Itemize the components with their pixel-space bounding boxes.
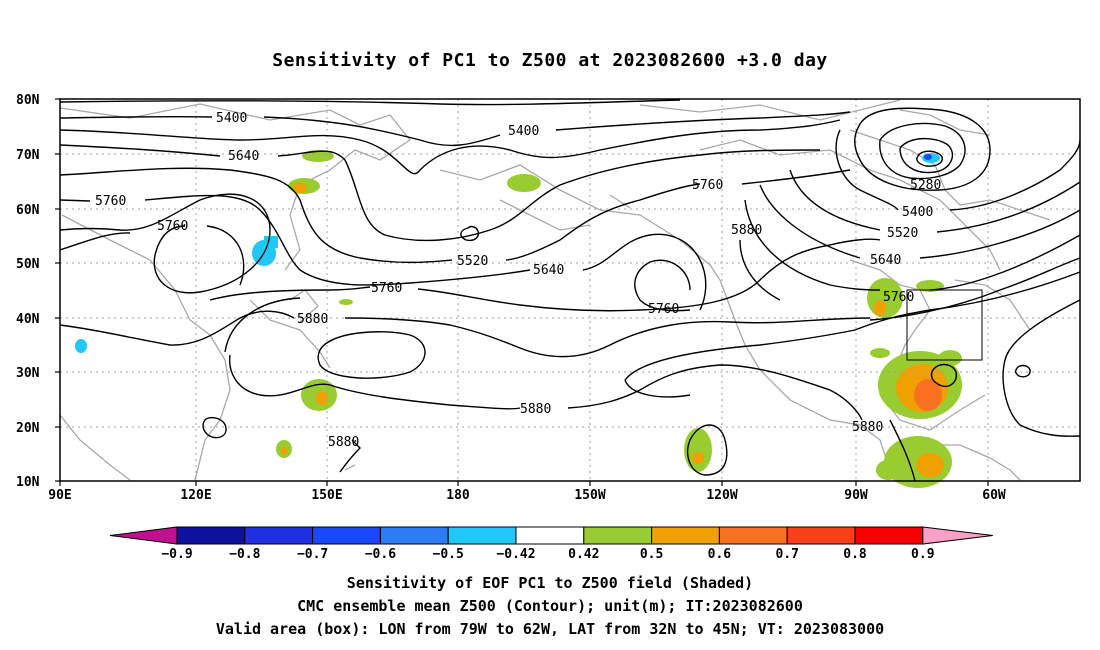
contour-label-5640: 5640 bbox=[870, 253, 901, 268]
lat-label: 20N bbox=[16, 421, 40, 436]
contour-label-5400: 5400 bbox=[508, 124, 539, 139]
valid-area-box bbox=[906, 289, 983, 361]
longitude-labels: 90E 120E 150E 180 150W 120W 90W 60W bbox=[48, 488, 1006, 503]
lat-label: 70N bbox=[16, 148, 40, 163]
colorbar-label: 0.9 bbox=[911, 547, 934, 562]
caption-contour: CMC ensemble mean Z500 (Contour); unit(m… bbox=[297, 597, 803, 615]
lon-label: 150E bbox=[311, 488, 342, 503]
lon-label: 90W bbox=[844, 488, 868, 503]
colorbar-swatch bbox=[854, 526, 924, 545]
contour-label-5880: 5880 bbox=[731, 223, 762, 238]
contour-label-5880: 5880 bbox=[297, 312, 328, 327]
lon-label: 90E bbox=[48, 488, 71, 503]
contour-label-5880: 5880 bbox=[852, 420, 883, 435]
colorbar-low-triangle bbox=[109, 526, 178, 545]
contour-label-5520: 5520 bbox=[457, 254, 488, 269]
contour-label-5760: 5760 bbox=[157, 219, 188, 234]
contour-label-5760: 5760 bbox=[95, 194, 126, 209]
colorbar-label: −0.5 bbox=[433, 547, 464, 562]
colorbar-label: 0.5 bbox=[640, 547, 663, 562]
colorbar-label: −0.6 bbox=[365, 547, 396, 562]
lat-label: 50N bbox=[16, 257, 40, 272]
colorbar-swatch bbox=[651, 526, 720, 545]
grid-lines bbox=[60, 99, 1080, 481]
contour-label-5760: 5760 bbox=[648, 302, 679, 317]
lat-label: 10N bbox=[16, 475, 40, 490]
colorbar-swatch bbox=[718, 526, 788, 545]
colorbar-swatch bbox=[515, 526, 585, 545]
lon-label: 120E bbox=[180, 488, 211, 503]
colorbar-swatch bbox=[447, 526, 517, 545]
lon-label: 150W bbox=[574, 488, 605, 503]
map-frame bbox=[59, 98, 1081, 482]
colorbar-label: 0.7 bbox=[775, 547, 798, 562]
colorbar-label: −0.8 bbox=[229, 547, 260, 562]
lon-label: 120W bbox=[706, 488, 737, 503]
lat-label: 40N bbox=[16, 312, 40, 327]
lon-label: 180 bbox=[446, 488, 470, 503]
colorbar-label: 0.8 bbox=[843, 547, 867, 562]
lat-label: 80N bbox=[16, 93, 40, 108]
contour-label-5400: 5400 bbox=[216, 111, 247, 126]
axis-ticks bbox=[55, 98, 989, 486]
contour-label-5760: 5760 bbox=[692, 178, 723, 193]
colorbar-swatch bbox=[176, 526, 246, 545]
colorbar-high-triangle bbox=[922, 526, 993, 545]
colorbar-swatch bbox=[244, 526, 314, 545]
contour-label-5520: 5520 bbox=[887, 226, 918, 241]
colorbar-label: −0.9 bbox=[161, 547, 192, 562]
colorbar-label: −0.42 bbox=[496, 547, 535, 562]
contour-label-5880: 5880 bbox=[328, 435, 359, 450]
contour-label-5640: 5640 bbox=[228, 149, 259, 164]
colorbar: −0.9 −0.8 −0.7 −0.6 −0.5 −0.42 0.42 0.5 0.6 0.7 0.… bbox=[109, 526, 993, 562]
colorbar-swatch bbox=[786, 526, 856, 545]
colorbar-label: 0.6 bbox=[708, 547, 732, 562]
contour-label-5880: 5880 bbox=[520, 402, 551, 417]
contour-label-5760: 5760 bbox=[371, 281, 402, 296]
colorbar-swatch bbox=[312, 526, 381, 545]
contour-label-5400: 5400 bbox=[902, 205, 933, 220]
lon-label: 60W bbox=[982, 488, 1006, 503]
lat-label: 60N bbox=[16, 203, 40, 218]
lat-label: 30N bbox=[16, 366, 40, 381]
map-title: Sensitivity of PC1 to Z500 at 2023082600… bbox=[272, 50, 828, 71]
contour-label-5640: 5640 bbox=[533, 263, 564, 278]
contour-label-5280: 5280 bbox=[910, 178, 941, 193]
latitude-labels: 80N 70N 60N 50N 40N 30N 20N 10N bbox=[16, 93, 40, 490]
colorbar-swatch bbox=[379, 526, 449, 545]
contour-labels: 5400 5400 5640 5760 5760 5520 5640 5760 … bbox=[95, 111, 941, 450]
colorbar-label: 0.42 bbox=[568, 547, 599, 562]
colorbar-label: −0.7 bbox=[297, 547, 328, 562]
colorbar-swatch bbox=[583, 526, 653, 545]
sensitivity-shading bbox=[75, 150, 962, 488]
caption-shading: Sensitivity of EOF PC1 to Z500 field (Sh… bbox=[346, 574, 754, 592]
contour-label-5760: 5760 bbox=[883, 290, 914, 305]
caption-valid-area: Valid area (box): LON from 79W to 62W, L… bbox=[215, 620, 885, 638]
coastlines bbox=[59, 99, 1051, 481]
